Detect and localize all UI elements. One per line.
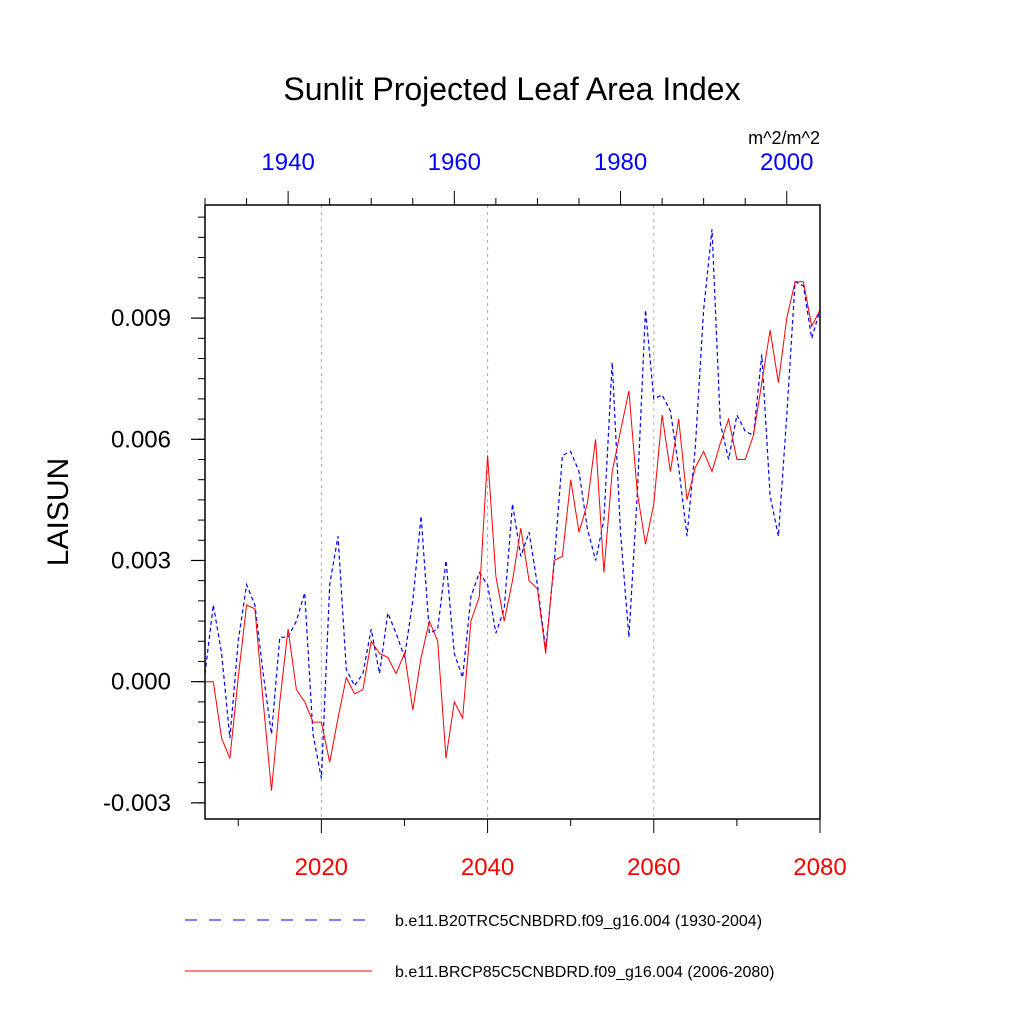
y-tick-label: 0.009 xyxy=(111,305,171,332)
x-bottom-tick-label: 2060 xyxy=(627,854,680,881)
x-axis-top: 1940 1960 1980 2000 xyxy=(204,149,813,205)
x-bottom-tick-label: 2020 xyxy=(295,854,348,881)
x-bottom-tick-label: 2040 xyxy=(461,854,514,881)
y-tick-label: 0.006 xyxy=(111,426,171,453)
y-axis-label: LAISUN xyxy=(42,458,75,566)
x-top-tick-label: 2000 xyxy=(760,149,813,176)
chart-title: Sunlit Projected Leaf Area Index xyxy=(283,71,740,107)
y-tick-label: 0.000 xyxy=(111,669,171,696)
x-top-tick-label: 1940 xyxy=(261,149,314,176)
y-tick-label: 0.003 xyxy=(111,547,171,574)
x-top-tick-label: 1980 xyxy=(594,149,647,176)
x-axis-bottom: 2020 2040 2060 2080 xyxy=(237,819,847,881)
series-line-rcp85 xyxy=(205,281,821,791)
y-tick-label: -0.003 xyxy=(103,790,171,817)
x-top-tick-label: 1960 xyxy=(428,149,481,176)
grid-lines xyxy=(320,205,655,819)
legend: b.e11.B20TRC5CNBDRD.f09_g16.004 (1930-20… xyxy=(185,913,774,981)
series-line-historical xyxy=(204,229,821,779)
legend-label-rcp85: b.e11.BRCP85C5CNBDRD.f09_g16.004 (2006-2… xyxy=(395,964,774,981)
plot-frame xyxy=(204,204,821,820)
legend-label-historical: b.e11.B20TRC5CNBDRD.f09_g16.004 (1930-20… xyxy=(395,913,762,930)
series-layer xyxy=(204,229,821,791)
units-label: m^2/m^2 xyxy=(748,128,820,148)
x-bottom-tick-label: 2080 xyxy=(793,854,846,881)
y-axis: -0.003 0.000 0.003 0.006 0.009 xyxy=(103,216,205,817)
